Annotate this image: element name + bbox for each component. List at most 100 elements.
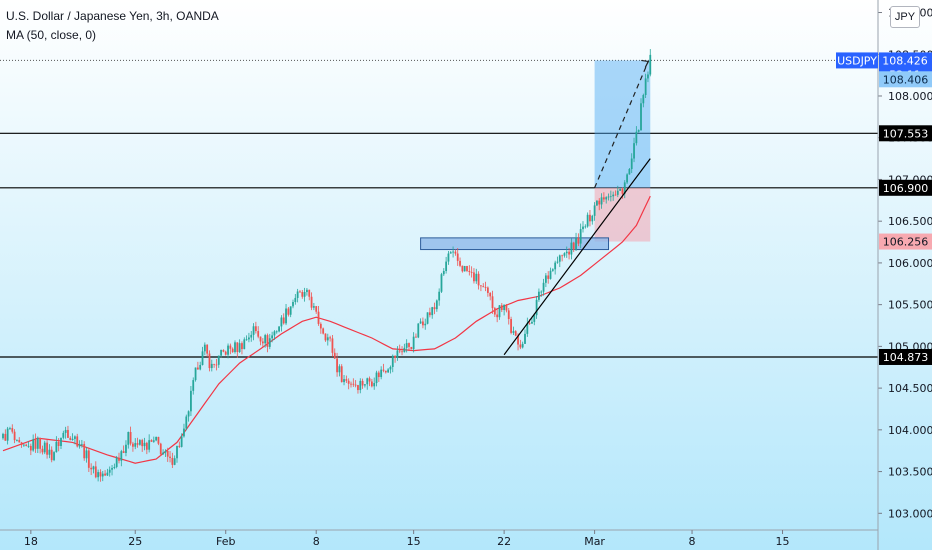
candle-body (640, 103, 642, 131)
candle-body (326, 337, 329, 341)
candle-body (157, 436, 160, 444)
candle-body (224, 351, 227, 355)
candle-body (544, 275, 547, 283)
candle-body (301, 292, 304, 297)
candle-body (482, 286, 485, 288)
candle-body (252, 326, 255, 335)
y-tick-label: 103.000 (888, 507, 932, 520)
candle-body (401, 351, 403, 353)
candle-body (459, 260, 461, 266)
candle-body (461, 265, 464, 272)
candle-body (143, 442, 146, 447)
candle-body (136, 443, 139, 445)
x-tick-label: 8 (689, 535, 696, 548)
candle-body (25, 444, 28, 446)
candle-body (155, 436, 158, 441)
candle-body (90, 467, 93, 470)
candle-body (196, 367, 199, 370)
candle-body (577, 238, 580, 244)
candle-body (503, 304, 506, 310)
candle-body (347, 380, 350, 384)
candle-body (405, 343, 408, 348)
candle-body (227, 345, 229, 355)
candle-body (380, 369, 383, 378)
candle-body (628, 169, 631, 175)
candle-body (60, 437, 62, 446)
candle-body (245, 339, 248, 341)
candle-body (449, 252, 452, 254)
candle-body (213, 363, 216, 365)
y-tick-label: 108.000 (888, 90, 932, 103)
candle-body (148, 440, 151, 450)
candle-body (273, 331, 276, 336)
candle-body (616, 190, 619, 195)
candle-body (391, 355, 394, 367)
y-tick-label: 104.000 (888, 424, 932, 437)
time-axis[interactable]: 18 25 Feb 8 15 22 Mar 8 15 (0, 529, 878, 548)
candle-body (419, 321, 422, 324)
candle-body (442, 271, 445, 275)
candle-body (64, 429, 67, 433)
candle-body (433, 307, 436, 310)
candle-body (343, 379, 345, 383)
x-tick-label: Mar (584, 535, 605, 548)
candle-body (647, 74, 649, 79)
indicator-legend: MA (50, close, 0) (6, 28, 97, 42)
candle-body (71, 438, 74, 440)
candle-body (210, 363, 213, 369)
candle-body (357, 385, 359, 391)
candle-body (507, 310, 510, 320)
candle-body (217, 355, 220, 365)
currency-button[interactable]: JPY (890, 6, 920, 28)
candle-body (366, 378, 369, 385)
candle-body (619, 189, 622, 191)
candle-body (630, 158, 633, 170)
candle-body (74, 436, 76, 439)
candle-body (521, 343, 524, 348)
candle-body (438, 291, 441, 301)
candle-body (236, 342, 239, 353)
trendline[interactable] (503, 158, 651, 356)
candle-body (370, 381, 373, 387)
candle-body (275, 331, 278, 333)
symbol-label: USDJPY (837, 54, 877, 67)
candle-body (118, 457, 120, 461)
candle-body (633, 143, 635, 159)
candle-body (514, 331, 517, 336)
x-tick-label: 25 (128, 535, 142, 548)
candle-body (642, 95, 645, 104)
candle-body (190, 390, 192, 412)
candle-body (533, 315, 536, 322)
candle-body (76, 436, 79, 447)
candle-body (596, 200, 598, 206)
candle-body (261, 341, 264, 344)
candle-body (85, 450, 88, 459)
candle-body (46, 442, 48, 455)
candle-body (609, 196, 612, 198)
candle-body (454, 251, 457, 254)
candle-body (127, 432, 130, 445)
candle-body (13, 431, 16, 441)
candle-body (496, 314, 499, 318)
resistance-box[interactable] (420, 237, 610, 251)
candle-body (287, 308, 290, 315)
candle-body (94, 466, 97, 478)
candle-body (623, 182, 626, 194)
candle-body (422, 321, 424, 326)
candle-body (468, 270, 471, 272)
candle-body (431, 307, 434, 316)
candle-body (134, 443, 137, 447)
high-price-label: 108.406 (883, 73, 929, 86)
candle-body (473, 272, 475, 282)
candle-body (36, 437, 39, 449)
candle-body (517, 335, 519, 345)
candle-body (410, 346, 413, 350)
y-tick-label: 104.500 (888, 382, 932, 395)
high-price-label-bg (879, 71, 932, 88)
candle-body (554, 262, 557, 270)
candle-body (229, 345, 232, 349)
candle-body (150, 440, 153, 442)
candle-body (222, 349, 225, 352)
